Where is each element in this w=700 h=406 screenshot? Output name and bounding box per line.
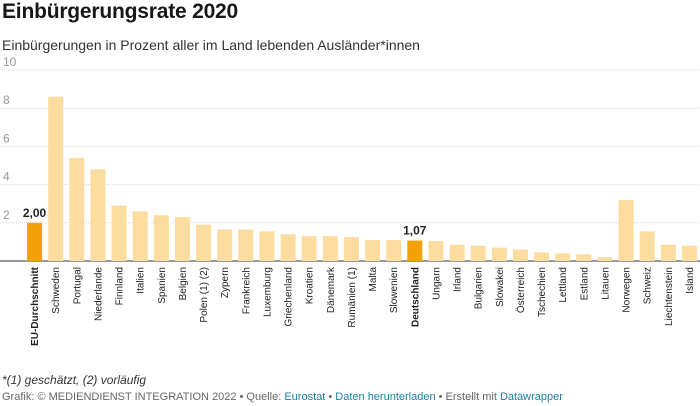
y-tick-label: 10: [3, 55, 17, 69]
x-tick-label: Österreich: [515, 267, 527, 313]
bar: [69, 157, 85, 261]
x-tick-label: Italien: [136, 267, 147, 294]
bar: [576, 254, 592, 261]
x-tick-label: Zypern: [220, 267, 231, 298]
x-tick-label: Island: [685, 267, 696, 294]
x-tick-label: Irland: [453, 267, 464, 292]
bar: [174, 217, 190, 261]
bar: [280, 234, 296, 261]
x-tick-label: Slowenien: [389, 267, 400, 313]
bar: [618, 199, 634, 261]
x-tick-label: Schweiz: [643, 267, 654, 304]
x-tick-label: Litauen: [600, 267, 611, 300]
credits-separator: •: [325, 391, 336, 403]
x-tick-label: Lettland: [558, 267, 569, 303]
bar: [512, 249, 528, 261]
bar: [196, 224, 212, 261]
y-tick-label: 8: [3, 93, 10, 107]
x-tick-label: EU-Durchschnitt: [30, 266, 41, 346]
bar: [365, 239, 381, 261]
bar: [301, 236, 317, 261]
bar: [386, 239, 402, 261]
x-tick-label: Estland: [579, 267, 590, 300]
y-tick-label: 4: [3, 170, 10, 184]
credits-made-with: • Erstellt mit: [435, 391, 500, 403]
credits-line: Grafik: © MEDIENDIENST INTEGRATION 2022 …: [2, 391, 563, 403]
data-label: 1,07: [403, 224, 427, 238]
y-tick-label: 2: [3, 208, 10, 222]
x-tick-label: Dänemark: [326, 266, 337, 313]
chart-subtitle: Einbürgerungen in Prozent aller im Land …: [2, 37, 420, 53]
bar: [534, 252, 550, 261]
x-tick-label: Malta: [368, 267, 379, 292]
x-tick-label: Rumänien (1): [347, 267, 358, 328]
x-tick-label: Tschechien: [537, 267, 548, 317]
bar-chart: 2 4 6 8 10 EU-Durchschnitt Schweden Portugal Nie…: [0, 55, 700, 346]
bar: [660, 244, 676, 261]
datawrapper-link[interactable]: Datawrapper: [499, 391, 563, 403]
bar: [597, 257, 613, 261]
x-tick-label: Niederlande: [93, 267, 104, 321]
x-tick-label: Ungarn: [431, 267, 442, 300]
bar: [90, 169, 106, 261]
bar: [343, 237, 359, 261]
download-data-link[interactable]: Daten herunterladen: [335, 391, 436, 403]
bar: [428, 240, 444, 261]
x-tick-label: Luxemburg: [262, 267, 273, 317]
bar: [259, 231, 275, 261]
x-tick-label: Polen (1) (2): [199, 267, 210, 323]
x-tick-label: Griechenland: [284, 267, 295, 326]
x-tick-label: Belgien: [178, 267, 189, 300]
bar: [322, 236, 338, 261]
x-tick-label: Portugal: [72, 267, 83, 304]
y-tick-label: 6: [3, 131, 10, 145]
bar: [681, 245, 697, 261]
chart-title: Einbürgerungsrate 2020: [2, 0, 239, 23]
data-label: 2,00: [23, 206, 47, 220]
bar: [639, 231, 655, 261]
x-tick-label: Bulgarien: [474, 267, 485, 309]
x-tick-label: Norwegen: [622, 267, 633, 313]
bar: [470, 245, 486, 261]
bar: [132, 211, 148, 261]
x-tick-label: Frankreich: [241, 267, 252, 314]
bar: [217, 229, 233, 261]
x-tick-label: Finnland: [115, 267, 126, 305]
x-tick-label: Deutschland: [410, 267, 421, 327]
bar: [111, 205, 127, 261]
bar: [48, 96, 64, 262]
bar: [407, 240, 423, 261]
footnote: *(1) geschätzt, (2) vorläufig: [2, 373, 147, 387]
x-tick-label: Schweden: [51, 267, 62, 314]
x-tick-label: Kroatien: [305, 267, 316, 304]
bar: [153, 215, 169, 261]
bar: [449, 244, 465, 261]
x-tick-label: Slowakei: [495, 267, 506, 307]
source-link[interactable]: Eurostat: [284, 391, 326, 403]
bar: [555, 253, 571, 261]
bar: [491, 247, 507, 261]
bar: [238, 229, 254, 261]
bar: [27, 222, 43, 261]
x-tick-label: Liechtenstein: [664, 267, 675, 326]
x-tick-label: Spanien: [157, 267, 168, 304]
credits-text: Grafik: © MEDIENDIENST INTEGRATION 2022 …: [2, 391, 285, 403]
